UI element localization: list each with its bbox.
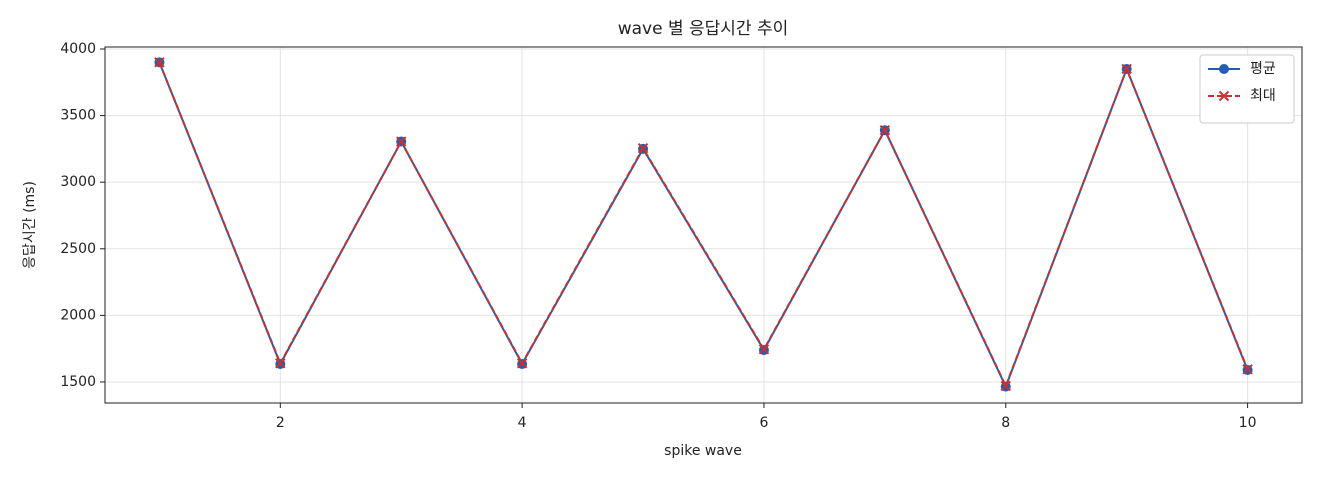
y-tick-label: 2000 [60,307,96,323]
x-tick-label: 2 [276,415,285,431]
y-axis-label: 응답시간 (ms) [22,181,38,269]
y-tick-label: 3500 [60,108,96,124]
y-tick-label: 2500 [60,241,96,257]
marker [396,136,407,147]
line [158,61,1249,389]
chart-title: wave 별 응답시간 추이 [618,19,789,39]
marker [879,125,891,136]
marker [1242,364,1253,375]
legend-label: 최대 [1250,88,1276,104]
marker [516,358,528,369]
marker [1121,63,1132,75]
marker [758,344,770,355]
x-tick-label: 10 [1239,415,1257,431]
x-tick-label: 4 [518,415,527,431]
line [158,61,1249,390]
legend-marker [1219,64,1229,74]
x-axis-label: spike wave [664,443,742,459]
marker [1000,380,1011,392]
x-tick-label: 6 [759,415,768,431]
x-tick-label: 8 [1001,415,1010,431]
plot-frame [104,46,1303,404]
marker [154,57,165,68]
y-tick-label: 1500 [60,374,96,390]
marker [275,358,286,369]
y-tick-label: 3000 [60,174,96,190]
y-tick-label: 4000 [60,41,96,57]
legend-label: 평균 [1250,61,1276,77]
legend-box [1199,54,1295,124]
legend-marker [1218,90,1230,102]
marker [637,143,649,154]
